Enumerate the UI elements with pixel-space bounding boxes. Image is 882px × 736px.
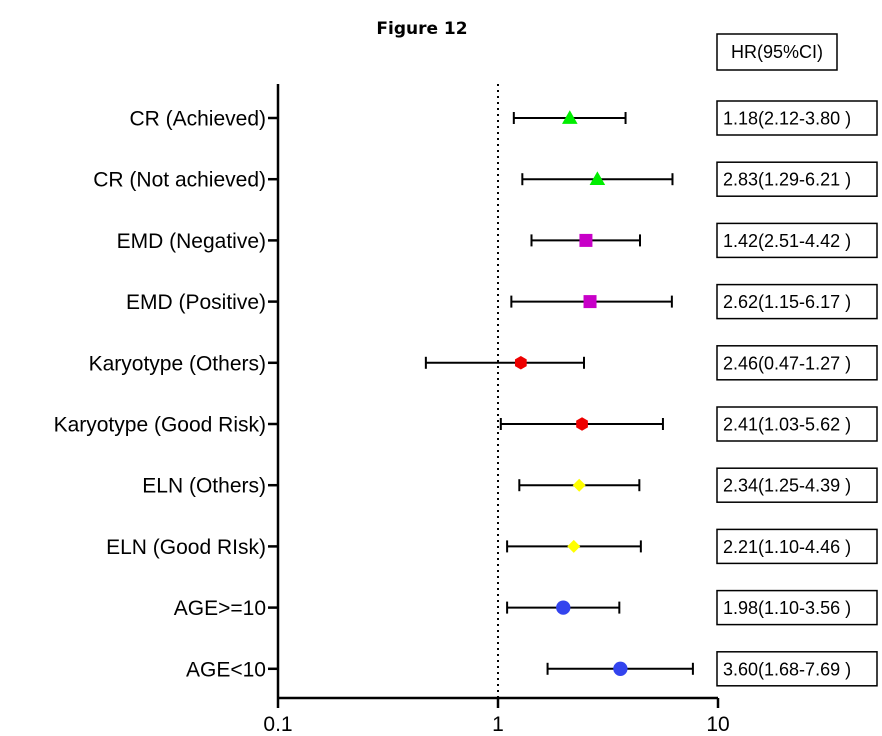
hr-value-box [716,222,878,259]
hr-value: 1.42(2.51-4.42 ) [723,231,851,251]
hr-column-header: HR(95%CI) [731,42,823,62]
hr-value-box [716,100,878,136]
plot-area: 0.1 1 10 CR (Achieved) 1.18(2.12-3.80 ) CR (N… [54,84,878,736]
hr-value: 2.34(1.25-4.39 ) [723,476,851,496]
data-point-hexagon [514,356,527,370]
row-label: AGE<10 [186,658,266,681]
hr-value-box [716,161,878,197]
hr-value: 1.98(1.10-3.56 ) [723,598,851,618]
hr-value-box [716,345,878,381]
row-label: Karyotype (Others) [89,352,266,375]
row-label: EMD (Positive) [126,291,266,314]
row-label: EMD (Negative) [117,230,266,253]
row-label: CR (Not achieved) [93,169,266,192]
data-point-circle [556,600,571,615]
hr-value: 2.41(1.03-5.62 ) [723,415,851,435]
x-tick-label: 10 [706,713,729,736]
hr-value: 1.18(2.12-3.80 ) [723,109,851,129]
data-point-square [583,295,597,309]
hr-value-box [716,283,878,320]
x-tick-label: 1 [492,713,504,736]
x-tick-label: 0.1 [263,713,292,736]
hr-value-box [716,651,878,687]
chart-title: Figure 12 [376,19,467,39]
hr-value: 2.62(1.15-6.17 ) [723,292,851,312]
hr-value: 2.21(1.10-4.46 ) [723,537,851,557]
hr-value-box [716,589,878,626]
data-point-diamond [567,539,581,553]
row-label: ELN (Good RIsk) [106,536,266,559]
data-point-triangle [561,110,578,124]
data-point-diamond [572,478,586,492]
hr-value: 2.46(0.47-1.27 ) [723,353,851,373]
hr-value-box [716,406,878,442]
data-point-triangle [589,171,606,186]
hr-value: 2.83(1.29-6.21 ) [723,170,851,190]
data-point-square [579,233,593,247]
data-point-hexagon [576,417,588,431]
row-label: AGE>=10 [174,597,266,620]
row-label: ELN (Others) [142,475,266,498]
data-point-circle [613,661,628,676]
row-label: CR (Achieved) [129,108,266,131]
hr-column-header-box [716,33,838,71]
hr-value-box [716,467,878,503]
hr-value-box [716,528,878,565]
row-label: Karyotype (Good Risk) [54,414,266,437]
hr-value: 3.60(1.68-7.69 ) [723,659,851,679]
